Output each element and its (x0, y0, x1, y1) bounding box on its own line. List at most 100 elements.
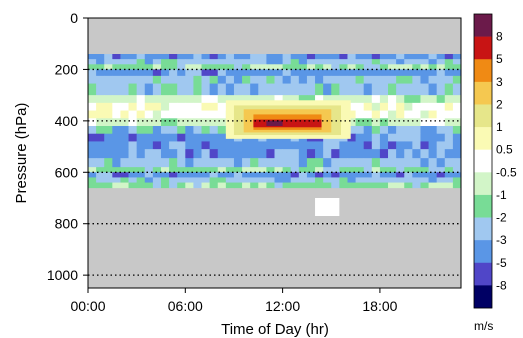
colorbar-label: 1 (496, 120, 503, 134)
heatmap-cell (169, 102, 178, 111)
heatmap-cell (347, 177, 356, 183)
colorbar-label: -2 (496, 211, 507, 225)
heatmap-cell (379, 133, 389, 142)
heatmap-cell (404, 149, 413, 159)
heatmap-cell (136, 172, 146, 178)
heatmap-cell (412, 83, 421, 96)
colorbar-label: -3 (496, 233, 507, 247)
heatmap-cell (444, 83, 454, 96)
heatmap-cell (169, 133, 178, 142)
heatmap-cell (298, 95, 308, 104)
heatmap-cell (412, 110, 421, 119)
heatmap-cell (315, 149, 324, 159)
heatmap-cell (169, 83, 178, 96)
heatmap-cell (217, 83, 227, 96)
heatmap-cell (96, 182, 105, 189)
heatmap-cell (355, 133, 365, 142)
heatmap-cell (152, 149, 162, 159)
heatmap-cell (339, 54, 348, 60)
heatmap-cell (233, 75, 243, 84)
heatmap-cell (274, 59, 284, 65)
heatmap-cell (169, 95, 178, 104)
heatmap-cell (128, 172, 138, 178)
heatmap-cell (420, 158, 429, 168)
heatmap-cell (363, 118, 373, 127)
heatmap-cell (88, 54, 97, 60)
heatmap-cell (347, 118, 356, 127)
heatmap-cell (88, 158, 97, 168)
heatmap-cell (371, 167, 381, 173)
heatmap-cell (388, 149, 397, 159)
heatmap-cell (152, 75, 162, 84)
heatmap-cell (412, 64, 421, 70)
heatmap-cell (242, 141, 251, 150)
heatmap-cell (323, 182, 332, 189)
heatmap-cell (444, 149, 454, 159)
heatmap-cell (282, 83, 292, 96)
heatmap-cell (306, 149, 316, 159)
heatmap-cell (169, 141, 178, 150)
heatmap-cell (242, 64, 251, 70)
x-tick-label: 12:00 (265, 298, 300, 314)
heatmap-cell (266, 149, 275, 159)
heatmap-cell (258, 167, 267, 173)
heatmap-cell (112, 69, 121, 77)
heatmap-cell (152, 118, 162, 127)
heatmap-cell (250, 64, 259, 70)
heatmap-cell (355, 167, 365, 173)
heatmap-cell (420, 141, 429, 150)
heatmap-cell (185, 141, 194, 150)
heatmap-cell (104, 167, 113, 173)
heatmap-cell (347, 95, 356, 104)
heatmap-cell (371, 59, 381, 65)
heatmap-cell (201, 158, 211, 168)
heatmap-cell (233, 182, 243, 189)
heatmap-cell (355, 149, 365, 159)
heatmap-cell (396, 54, 405, 60)
heatmap-cell (152, 83, 162, 96)
heatmap-cell (217, 75, 227, 84)
heatmap-cell (290, 158, 300, 168)
heatmap-cell (347, 158, 356, 168)
heatmap-cell (274, 83, 284, 96)
heatmap-cell (120, 83, 129, 96)
heatmap-cell (169, 182, 178, 189)
colorbar-unit: m/s (474, 319, 493, 333)
heatmap-cell (152, 59, 162, 65)
heatmap-cell (250, 172, 259, 178)
heatmap-cell (128, 177, 138, 183)
heatmap-cell (88, 95, 97, 104)
heatmap-cell (444, 158, 454, 168)
heatmap-cell (160, 95, 170, 104)
heatmap-cell (144, 118, 154, 127)
heatmap-cell (144, 54, 154, 60)
heatmap-cell (444, 172, 454, 178)
plot-frame (87, 17, 462, 289)
heatmap-cell (112, 95, 121, 104)
heatmap-cell (452, 110, 462, 119)
heatmap-cell (444, 126, 454, 135)
heatmap-cell (209, 64, 219, 70)
heatmap-cell (185, 95, 194, 104)
heatmap-cell (428, 64, 438, 70)
heatmap-cell (177, 83, 186, 96)
heatmap-cell (128, 182, 138, 189)
heatmap-cell (209, 182, 219, 189)
heatmap-cell (412, 118, 421, 127)
heatmap-cell (193, 102, 202, 111)
heatmap-cell (298, 172, 308, 178)
heatmap-cell (452, 177, 462, 183)
heatmap-cell (169, 149, 178, 159)
heatmap-cell (233, 158, 243, 168)
heatmap-cell (242, 172, 251, 178)
heatmap-cell (233, 172, 243, 178)
heatmap-cell (371, 177, 381, 183)
heatmap-cell (436, 110, 446, 119)
heatmap-cell (266, 167, 275, 173)
heatmap-cell (169, 64, 178, 70)
y-tick-label: 1000 (47, 267, 78, 283)
heatmap-cell (282, 158, 292, 168)
heatmap-cell (104, 141, 113, 150)
heatmap-cell (258, 141, 267, 150)
heatmap-cell (371, 54, 381, 60)
